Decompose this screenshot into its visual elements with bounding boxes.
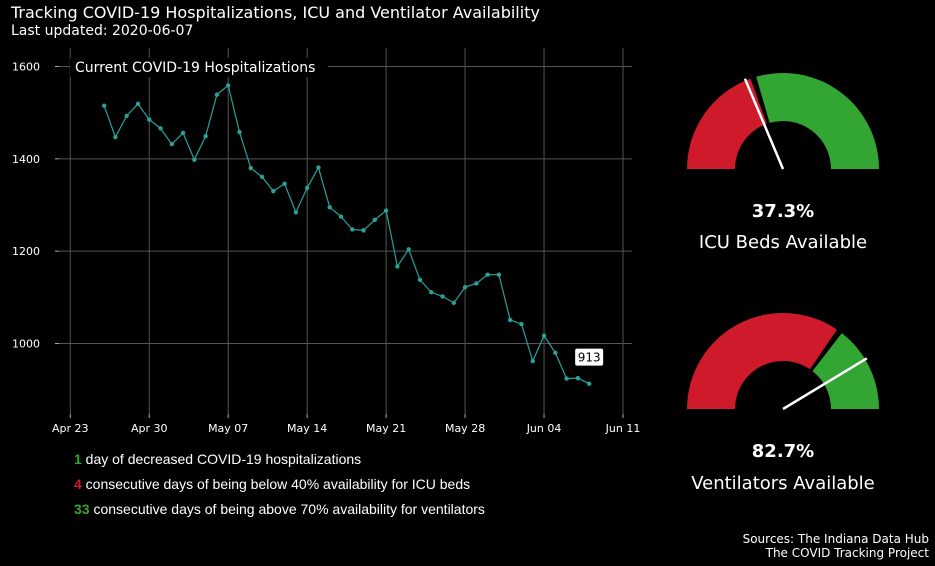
x-tick-label: Jun 04 <box>526 422 562 435</box>
data-point <box>406 247 411 252</box>
stat-text: consecutive days of being below 40% avai… <box>81 476 471 492</box>
data-point <box>530 358 535 364</box>
data-point <box>147 117 152 122</box>
data-point <box>226 83 231 88</box>
hospitalizations-series <box>101 83 592 386</box>
x-tick-label: May 07 <box>208 422 248 435</box>
icu-label: ICU Beds Available <box>699 232 867 253</box>
last-updated: Last updated: 2020-06-07 <box>11 23 194 39</box>
data-point <box>417 277 423 282</box>
data-point <box>113 134 118 140</box>
x-tick-label: Jun 11 <box>605 422 641 435</box>
data-point <box>575 375 581 381</box>
annotation-box <box>575 348 604 366</box>
stat-number: 33 <box>74 501 90 517</box>
data-point <box>214 92 220 97</box>
y-tick-label: 1200 <box>12 245 40 258</box>
x-tick-label: May 14 <box>287 422 327 435</box>
gridlines <box>59 48 632 414</box>
x-tick-label: Apr 23 <box>52 422 89 435</box>
y-tick-label: 1600 <box>12 60 40 73</box>
data-point <box>259 174 265 180</box>
sources: Sources: The Indiana Data Hub The COVID … <box>742 532 929 560</box>
data-point <box>101 103 107 108</box>
data-point <box>474 281 479 286</box>
ventilator-label: Ventilators Available <box>691 473 875 494</box>
data-point <box>169 141 174 147</box>
series-line <box>103 84 590 385</box>
data-point <box>361 228 366 233</box>
stat-icu-below-40: 4 consecutive days of being below 40% av… <box>74 476 470 492</box>
data-point <box>338 214 344 219</box>
stat-decreased-hospitalizations: 1 day of decreased COVID-19 hospitalizat… <box>74 451 361 467</box>
data-point <box>293 210 299 215</box>
data-point <box>237 129 242 135</box>
data-point <box>440 294 445 299</box>
data-point <box>282 181 287 186</box>
gauge-red-zone <box>687 312 837 409</box>
stat-number: 1 <box>74 451 82 467</box>
gauge-red-zone <box>687 78 767 169</box>
data-point <box>451 300 456 306</box>
gauge-needle <box>743 78 785 170</box>
gauge-needle <box>782 357 868 411</box>
data-point <box>485 272 490 277</box>
y-tick-label: 1400 <box>12 153 40 166</box>
source-line: Sources: The Indiana Data Hub <box>742 532 929 546</box>
icu-gauge: 37.3% ICU Beds Available <box>687 73 879 253</box>
data-point <box>316 165 321 170</box>
data-point <box>395 264 400 269</box>
data-point <box>553 350 558 355</box>
last-value-annotation: 913 <box>575 348 604 366</box>
y-tick-label: 1000 <box>12 338 40 351</box>
panel-title-bg <box>70 58 328 77</box>
data-point <box>541 333 547 338</box>
icu-percent: 37.3% <box>752 201 814 222</box>
ventilator-percent: 82.7% <box>752 441 814 462</box>
x-axis: Apr 23 Apr 30 May 07 May 14 May 21 May 28 Jun … <box>52 414 640 435</box>
data-point <box>519 321 524 327</box>
chart-title: Tracking COVID-19 Hospitalizations, ICU … <box>11 3 540 22</box>
data-point <box>327 205 332 210</box>
data-point <box>350 227 355 232</box>
data-point <box>372 217 378 222</box>
y-axis: 1000 1200 1400 1600 <box>12 60 59 351</box>
data-point <box>508 317 513 323</box>
data-point <box>135 101 141 107</box>
stat-ventilators-above-70: 33 consecutive days of being above 70% a… <box>74 501 485 517</box>
data-point <box>192 157 197 162</box>
data-point <box>496 272 502 277</box>
x-tick-label: May 28 <box>445 422 485 435</box>
data-point <box>383 208 389 213</box>
stat-text: consecutive days of being above 70% avai… <box>89 501 485 517</box>
data-point <box>124 113 129 119</box>
stat-text: day of decreased COVID-19 hospitalizatio… <box>81 451 362 467</box>
stat-number: 4 <box>74 476 82 492</box>
data-point <box>180 130 186 136</box>
ventilator-gauge: 82.7% Ventilators Available <box>687 312 879 494</box>
data-point <box>429 290 434 295</box>
source-line: The COVID Tracking Project <box>765 545 929 560</box>
gauge-green-zone <box>756 73 879 169</box>
data-point <box>304 185 310 191</box>
data-point <box>203 133 208 139</box>
data-point <box>271 188 276 194</box>
data-point <box>564 376 569 381</box>
data-point <box>248 165 253 171</box>
x-tick-label: May 21 <box>366 422 406 435</box>
x-tick-label: Apr 30 <box>131 422 168 435</box>
data-point <box>586 381 592 386</box>
annotation-label: 913 <box>578 351 601 365</box>
data-point <box>462 284 468 290</box>
panel-title: Current COVID-19 Hospitalizations <box>75 60 315 76</box>
data-point <box>158 126 163 131</box>
